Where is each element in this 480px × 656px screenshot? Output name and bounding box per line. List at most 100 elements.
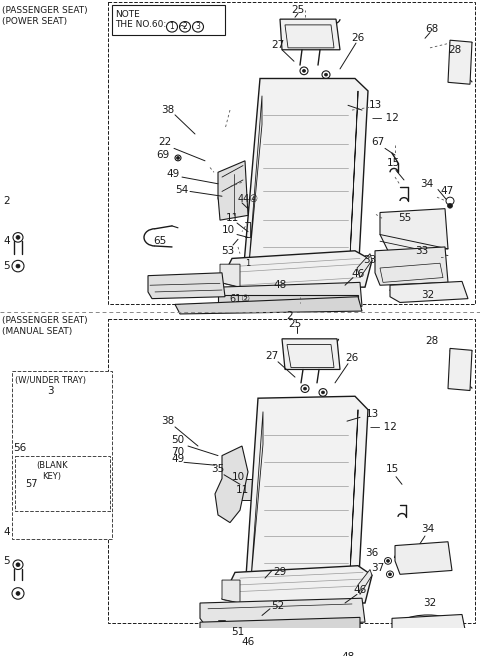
Circle shape	[247, 300, 250, 303]
Text: (BLANK: (BLANK	[36, 461, 68, 470]
Circle shape	[388, 573, 392, 576]
Polygon shape	[18, 400, 90, 411]
Text: 46: 46	[353, 584, 367, 594]
Text: 35: 35	[211, 464, 225, 474]
Text: 5: 5	[3, 556, 10, 566]
Polygon shape	[395, 542, 452, 574]
Text: 28: 28	[448, 45, 462, 54]
Text: 1: 1	[169, 22, 174, 31]
Text: 2: 2	[287, 311, 293, 321]
Text: 33: 33	[415, 246, 429, 256]
Text: 38: 38	[161, 416, 175, 426]
Text: 53: 53	[221, 246, 235, 256]
Polygon shape	[245, 396, 368, 594]
Text: 15: 15	[385, 464, 398, 474]
Text: 47: 47	[440, 186, 454, 196]
Text: 57: 57	[25, 480, 37, 489]
Text: 2: 2	[182, 22, 187, 31]
Polygon shape	[218, 295, 358, 304]
Text: (POWER SEAT): (POWER SEAT)	[2, 17, 67, 26]
Text: 51: 51	[231, 626, 245, 637]
Text: 25: 25	[288, 319, 301, 329]
Text: 61②: 61②	[229, 294, 251, 304]
Text: 68: 68	[425, 24, 439, 33]
Polygon shape	[390, 281, 468, 302]
Text: 29: 29	[274, 567, 287, 577]
Circle shape	[20, 489, 24, 493]
Polygon shape	[200, 617, 360, 636]
Text: — 12: — 12	[372, 113, 398, 123]
Polygon shape	[349, 409, 358, 596]
Text: 4: 4	[3, 527, 10, 537]
FancyBboxPatch shape	[12, 371, 112, 539]
Circle shape	[16, 563, 20, 567]
FancyBboxPatch shape	[15, 456, 110, 511]
Polygon shape	[200, 630, 362, 656]
Circle shape	[16, 264, 20, 268]
Polygon shape	[218, 161, 248, 220]
Circle shape	[302, 70, 305, 72]
Polygon shape	[200, 598, 365, 625]
Text: 10: 10	[221, 225, 235, 235]
Text: THE NO.60:: THE NO.60:	[115, 20, 166, 29]
Text: 1: 1	[245, 258, 251, 268]
Text: 54: 54	[175, 184, 189, 195]
Text: 46: 46	[241, 637, 254, 647]
Text: — 12: — 12	[370, 422, 396, 432]
Polygon shape	[392, 615, 468, 649]
Text: 10: 10	[231, 472, 245, 482]
Polygon shape	[200, 654, 358, 656]
Polygon shape	[448, 348, 472, 390]
Polygon shape	[24, 417, 74, 436]
Text: 26: 26	[351, 33, 365, 43]
Polygon shape	[18, 411, 80, 440]
Text: (PASSENGER SEAT): (PASSENGER SEAT)	[2, 316, 88, 325]
Text: 3: 3	[47, 386, 53, 396]
Polygon shape	[220, 251, 372, 287]
Text: 33: 33	[363, 255, 377, 265]
Bar	[238, 479, 260, 500]
Text: 3: 3	[195, 22, 201, 31]
Text: 65: 65	[154, 236, 167, 246]
Text: 34: 34	[421, 524, 434, 535]
Polygon shape	[280, 19, 340, 50]
Text: 48: 48	[274, 280, 287, 290]
Bar	[108, 319, 475, 623]
Text: 28: 28	[425, 336, 439, 346]
Bar	[228, 292, 278, 304]
Circle shape	[386, 560, 389, 562]
Polygon shape	[358, 569, 372, 594]
Text: 36: 36	[365, 548, 379, 558]
Text: 11: 11	[226, 213, 239, 223]
Circle shape	[225, 613, 235, 623]
Circle shape	[324, 73, 327, 76]
Text: 25: 25	[291, 5, 305, 14]
Text: 32: 32	[421, 290, 434, 300]
Text: 11: 11	[235, 485, 249, 495]
Text: KEY): KEY)	[43, 472, 61, 481]
Text: 46: 46	[351, 269, 365, 279]
Text: 67: 67	[372, 136, 384, 147]
Text: 69: 69	[156, 150, 169, 160]
Text: (PASSENGER SEAT): (PASSENGER SEAT)	[2, 6, 88, 14]
Circle shape	[439, 255, 442, 258]
Polygon shape	[222, 580, 240, 603]
Polygon shape	[357, 254, 372, 277]
Polygon shape	[375, 247, 448, 285]
Text: 44④: 44④	[238, 194, 259, 204]
Text: 32: 32	[423, 598, 437, 608]
Text: 48: 48	[341, 651, 355, 656]
Circle shape	[447, 203, 453, 208]
Polygon shape	[448, 40, 472, 84]
Text: 52: 52	[271, 601, 285, 611]
Text: 49: 49	[167, 169, 180, 179]
Polygon shape	[380, 209, 448, 251]
Polygon shape	[148, 273, 225, 298]
Circle shape	[16, 236, 20, 239]
Text: 13: 13	[368, 100, 382, 110]
Text: 15: 15	[386, 157, 400, 168]
Text: 34: 34	[420, 179, 433, 189]
Polygon shape	[18, 440, 26, 448]
Polygon shape	[243, 79, 368, 279]
Circle shape	[177, 157, 180, 159]
